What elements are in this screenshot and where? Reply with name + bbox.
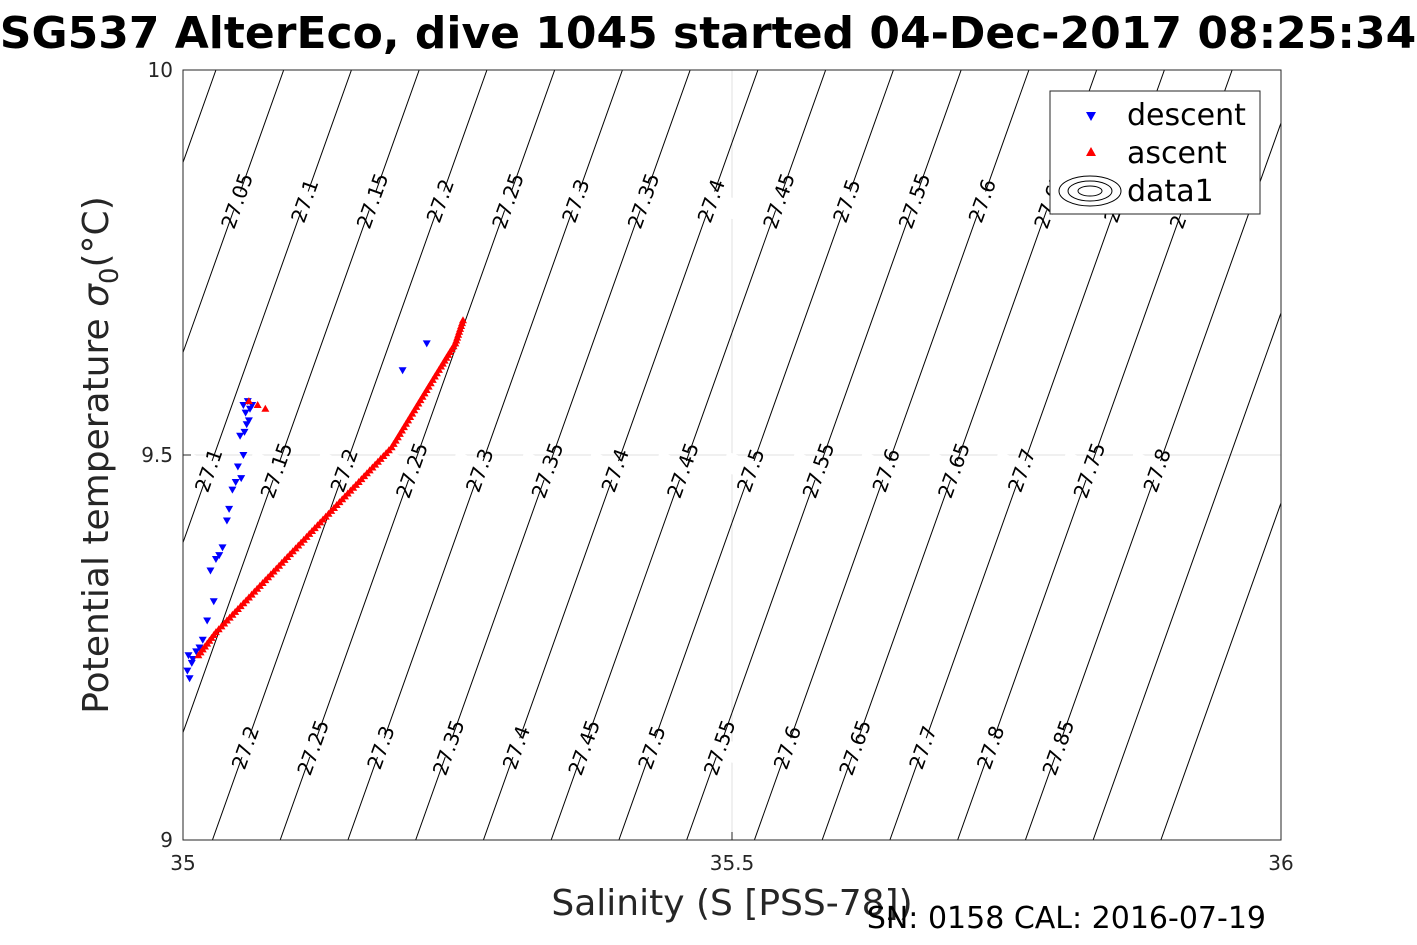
contour-label-mask [653,451,713,490]
contour-label-mask [757,728,818,767]
descent-point [198,636,207,644]
contour-label-mask [681,182,741,220]
descent-point [398,367,407,375]
y-axis-label: Potential temperature σ0(°C) [76,196,125,714]
contour-label-mask [215,728,276,767]
descent-point [231,478,240,486]
descent-point [187,659,196,667]
contour-label-mask [1059,451,1120,490]
contour-label-mask [884,182,945,220]
contour-label-mask [382,451,442,490]
descent-point [185,675,194,683]
descent-point [225,505,234,513]
contour-label-mask [283,728,343,767]
contour-label-mask [517,451,578,490]
descent-point [209,598,218,606]
descent-point [233,463,242,471]
descent-point [228,486,237,494]
contour-label-mask [1028,728,1089,767]
y-tick-label: 9.5 [141,443,173,467]
contour-label-mask [486,728,547,767]
contour-label-mask [1127,451,1187,490]
legend-contour-icon [1058,175,1122,207]
contour-label-mask [788,451,849,490]
contour-label-mask [246,451,307,490]
descent-point [240,428,249,436]
x-tick-label: 35 [170,851,195,875]
y-axis-label-text: Potential temperature [76,318,117,713]
y-axis-label-subscript: 0 [95,267,125,284]
legend-ascent-label: ascent [1127,136,1227,171]
contour-label-mask [449,451,510,490]
contour-label-mask [207,182,267,220]
x-tick-label: 36 [1268,851,1293,875]
descent-point [222,517,231,525]
legend-data1-label: data1 [1127,174,1214,209]
y-ticks: 9 9.5 10 [141,58,191,852]
contour-label-mask [952,182,1012,220]
descent-point [241,409,250,417]
contour-label-mask [893,728,953,767]
contour-label-mask [720,451,781,490]
contour-label-mask [924,451,984,490]
legend-box [1049,90,1261,215]
descent-point [237,475,246,483]
descent-point [236,432,245,440]
x-tick-label: 35.5 [710,851,755,875]
contour-label-mask [960,728,1021,767]
y-axis-label-unit: (°C) [76,196,117,267]
ascent-point [261,404,270,412]
descent-point [206,567,215,575]
contour-label-mask [418,728,479,767]
contour-label-mask [554,728,614,767]
descent-point [211,555,220,563]
contour-label-mask [825,728,885,767]
density-contour [1092,311,1281,840]
density-contour [1160,501,1281,840]
descent-point [244,417,253,425]
legend-descent-marker [1086,112,1096,121]
contour-label-mask [478,182,538,220]
ascent-point [244,397,253,405]
legend: descent ascent data1 [1049,90,1261,215]
contour-label-mask [991,451,1052,490]
descent-point [239,452,248,459]
contour-label-mask [546,182,606,220]
contour-label-mask [622,728,682,767]
contour-label-mask [613,182,674,220]
legend-ascent-marker [1086,147,1096,156]
chart-title: SG537 AlterEco, dive 1045 started 04-Dec… [0,8,1416,59]
x-ticks: 35 35.5 36 [170,832,1294,875]
contour-label-mask [817,182,877,220]
descent-point [203,617,212,625]
footer-text: SN: 0158 CAL: 2016-07-19 [867,901,1266,936]
y-axis-label-symbol: σ [76,283,117,307]
ascent-point [458,316,467,324]
descent-point [195,644,204,652]
ascent-series [194,316,467,659]
contour-label-mask [275,182,335,220]
ascent-point [253,400,262,408]
contour-label-mask [689,728,750,767]
descent-point [184,652,193,660]
descent-point [422,340,431,348]
descent-point [192,648,201,656]
contour-label-mask [351,728,411,767]
descent-point [183,667,192,675]
x-axis-label: Salinity (S [PSS-78]) [551,883,912,924]
contour-label-mask [749,182,809,220]
y-tick-label: 9 [160,828,173,852]
contour-label-mask [585,451,645,490]
legend-descent-label: descent [1127,98,1246,133]
y-tick-label: 10 [148,58,173,82]
contour-label-mask [342,182,403,220]
descent-point [215,552,224,560]
contour-label-mask [410,182,470,220]
contour-label-mask [178,451,239,490]
descent-point [218,544,227,552]
contour-label-mask [856,451,916,490]
